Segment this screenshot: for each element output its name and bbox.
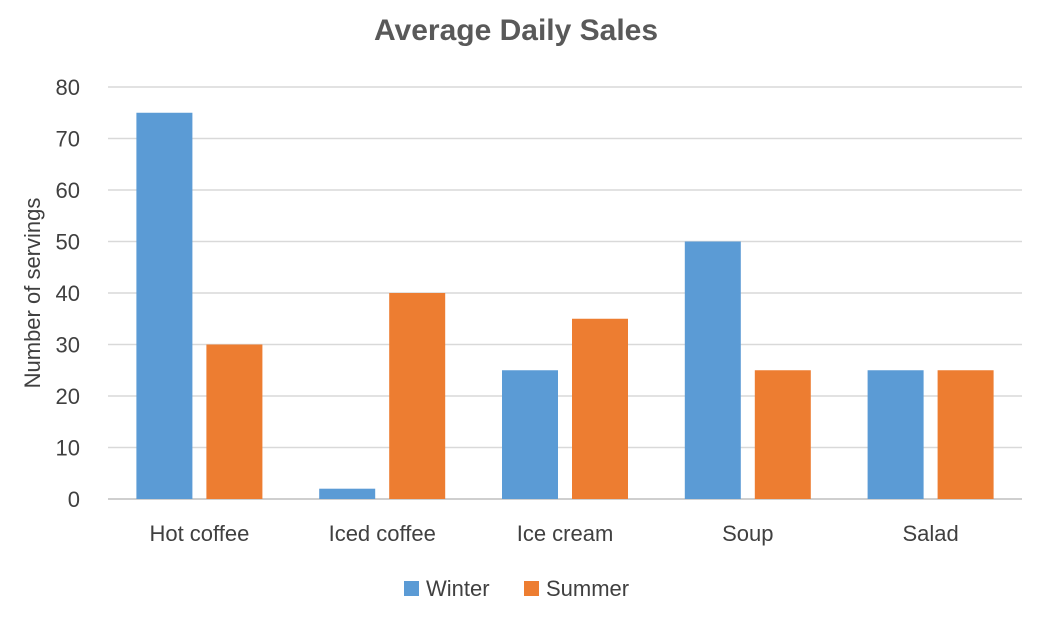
bar-winter-iced-coffee (319, 488, 376, 499)
x-axis-categories: Hot coffee Iced coffee Ice cream Soup Salad (149, 521, 958, 546)
legend-swatch-winter (404, 581, 419, 596)
legend-label-summer: Summer (546, 576, 629, 601)
bar-winter-ice-cream (502, 370, 558, 499)
legend-label-winter: Winter (426, 576, 490, 601)
bar-summer-hot-coffee (206, 344, 263, 499)
x-category-label: Ice cream (517, 521, 614, 546)
y-tick-label: 80 (56, 75, 80, 100)
y-axis-label: Number of servings (20, 198, 45, 389)
y-tick-label: 40 (56, 281, 80, 306)
y-tick-label: 70 (56, 127, 80, 152)
y-tick-label: 20 (56, 384, 80, 409)
y-tick-label: 60 (56, 178, 80, 203)
y-tick-label: 30 (56, 333, 80, 358)
bar-winter-hot-coffee (136, 112, 193, 499)
y-tick-label: 0 (68, 487, 80, 512)
bar-summer-ice-cream (572, 318, 628, 499)
y-tick-label: 10 (56, 436, 80, 461)
bar-summer-soup (754, 370, 811, 499)
bar-winter-salad (867, 370, 924, 499)
bar-summer-salad (937, 370, 994, 499)
chart-title: Average Daily Sales (374, 14, 658, 47)
x-category-label: Iced coffee (329, 521, 436, 546)
x-category-label: Soup (722, 521, 773, 546)
bar-summer-iced-coffee (389, 293, 446, 499)
legend: Winter Summer (404, 576, 629, 601)
y-axis-ticks: 0 10 20 30 40 50 60 70 80 (56, 75, 80, 512)
x-category-label: Hot coffee (149, 521, 249, 546)
legend-swatch-summer (524, 581, 539, 596)
bar-winter-soup (684, 241, 741, 499)
bars (136, 112, 994, 499)
x-category-label: Salad (902, 521, 958, 546)
y-tick-label: 50 (56, 230, 80, 255)
